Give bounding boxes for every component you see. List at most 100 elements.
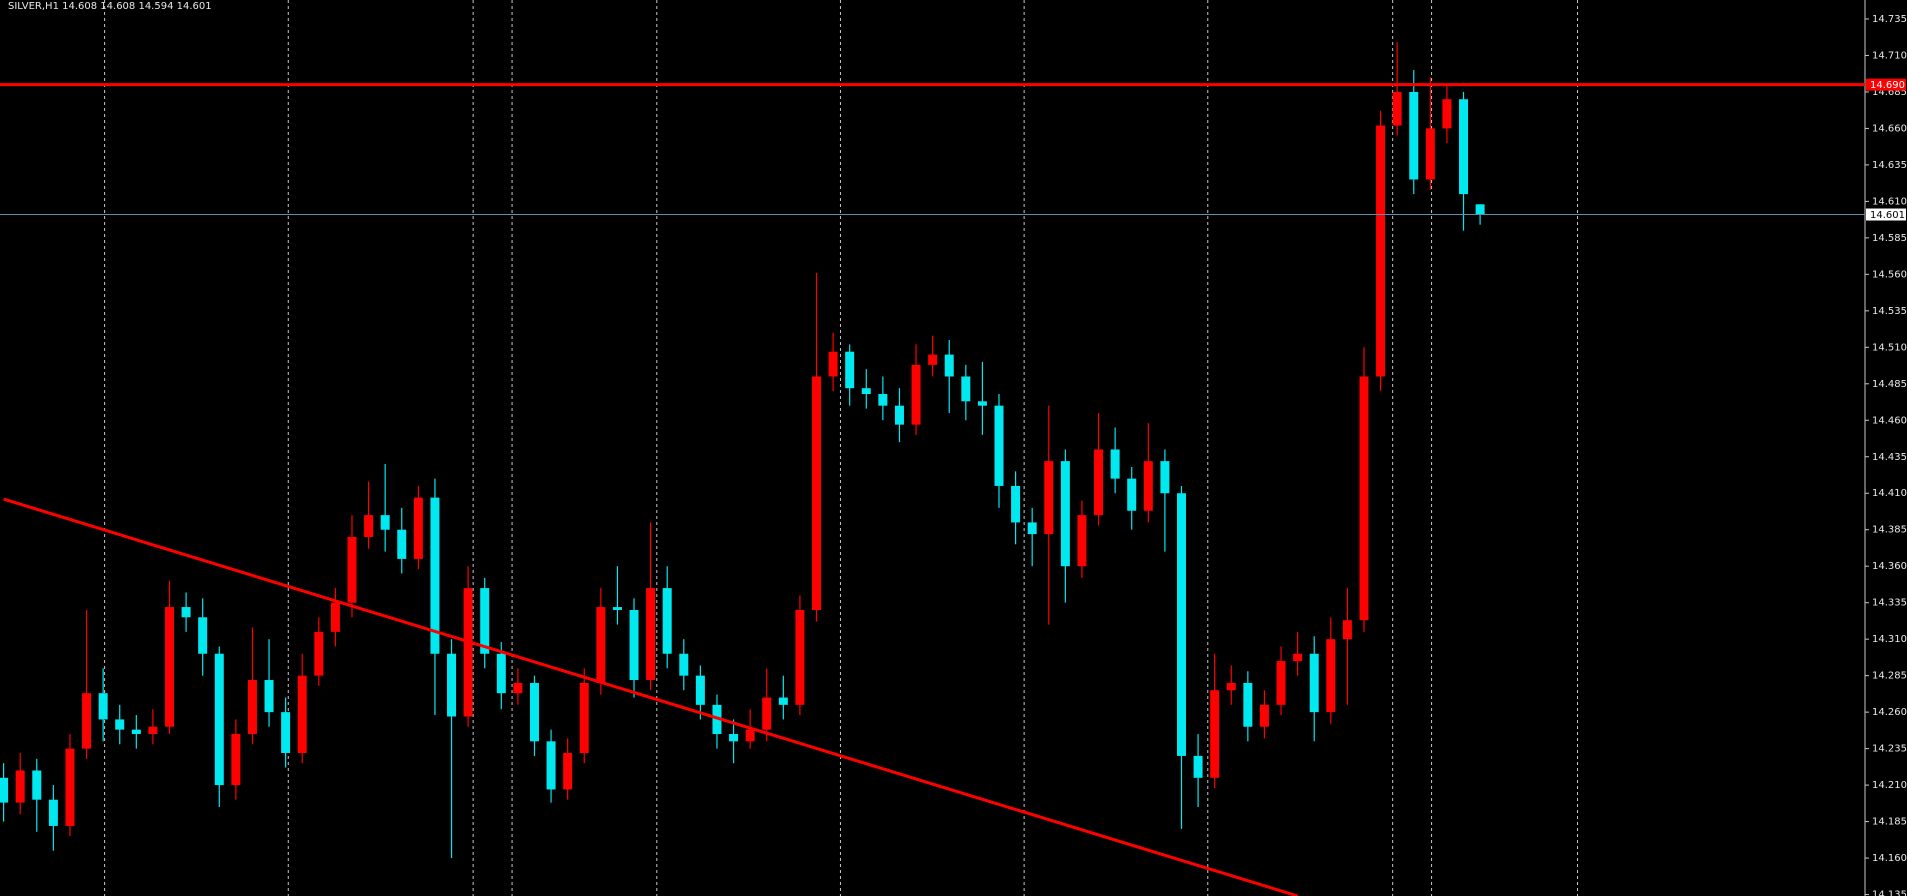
candle-body (131, 729, 141, 735)
candle-body (679, 653, 689, 676)
y-tick-label: 14.710 (1872, 50, 1907, 61)
price-label: 14.601 (1870, 210, 1905, 221)
candle-body (1359, 376, 1369, 621)
price-label: 14.690 (1870, 80, 1905, 91)
candle-body (214, 653, 224, 786)
candle-body (1210, 690, 1220, 778)
y-tick-label: 14.285 (1872, 671, 1907, 682)
candle-body (115, 719, 125, 730)
y-tick-label: 14.410 (1872, 488, 1907, 499)
candle-body (1293, 653, 1303, 662)
candle-body (1027, 522, 1037, 535)
candle-body (977, 401, 987, 406)
y-tick-label: 14.435 (1872, 452, 1907, 463)
candle-body (330, 602, 340, 632)
candle-body (314, 631, 324, 676)
candle-body (430, 497, 440, 654)
candle-body (546, 741, 556, 790)
candle-body (198, 617, 208, 654)
candle-body (496, 653, 506, 694)
candle-body (596, 607, 606, 683)
candle-body (463, 588, 473, 717)
candle-body (1176, 493, 1186, 756)
candle-body (1459, 99, 1469, 195)
y-tick-label: 14.210 (1872, 780, 1907, 791)
candle-body (563, 752, 573, 790)
candle-body (1160, 461, 1170, 494)
y-tick-label: 14.685 (1872, 87, 1907, 98)
candle-body (861, 388, 871, 395)
candle-body (513, 682, 523, 694)
y-tick-label: 14.135 (1872, 890, 1907, 896)
candle-body (646, 588, 656, 681)
candle-body (1326, 639, 1336, 713)
candle-body (364, 515, 374, 538)
candle-body (281, 712, 291, 753)
chart-title: SILVER,H1 14.608 14.608 14.594 14.601 (8, 1, 212, 12)
candle-body (65, 748, 75, 826)
candle-body (1409, 91, 1419, 180)
candle-body (1425, 128, 1435, 180)
candle-body (1226, 682, 1236, 691)
y-tick-label: 14.335 (1872, 598, 1907, 609)
candle-body (0, 777, 9, 803)
candle-body (1077, 515, 1087, 567)
y-tick-label: 14.260 (1872, 707, 1907, 718)
candle-body (1442, 99, 1452, 129)
candle-body (1044, 461, 1054, 535)
candle-body (1011, 485, 1021, 523)
candle-body (1243, 682, 1253, 727)
y-tick-label: 14.310 (1872, 634, 1907, 645)
candle-body (231, 734, 241, 786)
candle-body (529, 682, 539, 742)
candle-body (1259, 704, 1269, 727)
candle-body (662, 588, 672, 654)
candle-body (1193, 755, 1203, 778)
candle-body (82, 693, 92, 749)
candle-body (795, 609, 805, 705)
y-tick-label: 14.510 (1872, 342, 1907, 353)
candle-body (1060, 461, 1070, 567)
candle-body (264, 680, 274, 713)
candle-body (944, 354, 954, 377)
candle-body (397, 529, 407, 559)
candle-body (961, 376, 971, 402)
candle-body (247, 680, 257, 735)
y-tick-label: 14.610 (1872, 196, 1907, 207)
candle-body (98, 693, 108, 720)
y-tick-label: 14.160 (1872, 853, 1907, 864)
candle-body (778, 697, 788, 705)
candle-body (15, 770, 25, 803)
y-tick-label: 14.185 (1872, 817, 1907, 828)
y-tick-label: 14.635 (1872, 160, 1907, 171)
candle-body (1376, 125, 1386, 377)
candle-body (165, 607, 174, 727)
candle-body (480, 588, 490, 654)
candle-body (729, 734, 739, 742)
y-tick-label: 14.560 (1872, 269, 1907, 280)
candle-body (695, 675, 705, 705)
y-tick-label: 14.485 (1872, 379, 1907, 390)
price-label-box (1866, 208, 1906, 221)
candle-body (48, 799, 58, 826)
candle-body (32, 770, 42, 800)
candle-body (894, 405, 904, 425)
y-tick-label: 14.235 (1872, 744, 1907, 755)
candle-body (878, 394, 888, 406)
candle-body (629, 609, 639, 681)
candle-body (1094, 449, 1104, 516)
candle-body (928, 354, 938, 365)
candle-body (1342, 620, 1352, 640)
candle-body (812, 376, 822, 610)
candle-body (994, 405, 1004, 486)
candle-body (1110, 449, 1120, 479)
candle-body (297, 675, 307, 753)
trendline (3, 497, 1299, 896)
price-label-box (1866, 78, 1906, 91)
candle-body (1309, 653, 1319, 713)
candle-body (612, 607, 622, 610)
candle-body (828, 351, 838, 377)
candle-body (579, 682, 589, 753)
